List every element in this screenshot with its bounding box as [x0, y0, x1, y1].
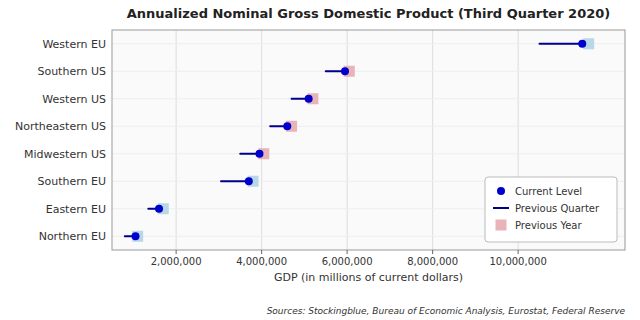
- grid-line: [261, 30, 262, 250]
- category-label: Northeastern US: [15, 120, 106, 133]
- legend-label: Previous Year: [515, 220, 583, 231]
- dot-marker: [283, 122, 291, 130]
- grid-line: [112, 126, 625, 127]
- legend-box: [485, 177, 617, 242]
- dot-marker: [255, 150, 263, 158]
- axis-label: GDP (in millions of current dollars): [274, 271, 463, 284]
- legend-swatch: [496, 220, 507, 231]
- title: Annualized Nominal Gross Domestic Produc…: [127, 6, 611, 21]
- plot-area: [112, 30, 625, 250]
- legend-swatch: [497, 187, 505, 195]
- segment: [221, 180, 249, 182]
- dot-marker: [341, 67, 349, 75]
- legend-label: Previous Quarter: [515, 203, 600, 214]
- category-label: Western US: [42, 93, 106, 106]
- tick-label: 2,000,000: [151, 256, 202, 267]
- grid-line: [432, 30, 433, 250]
- dot-marker: [132, 232, 140, 240]
- category-label: Southern EU: [37, 175, 106, 188]
- grid-line: [112, 98, 625, 99]
- square-marker: [132, 231, 143, 242]
- legend: Current Level Previous Quarter Previous Ye…: [485, 177, 617, 242]
- grid-line: [176, 30, 177, 250]
- dot-marker: [245, 177, 253, 185]
- tick-label: 6,000,000: [322, 256, 373, 267]
- tick-mark: [518, 250, 519, 254]
- tick-mark: [432, 250, 433, 254]
- tick-label: 10,000,000: [489, 256, 546, 267]
- tick-mark: [347, 250, 348, 254]
- grid-line: [112, 71, 625, 72]
- grid-line: [347, 30, 348, 250]
- legend-label: Current Level: [515, 186, 582, 197]
- grid-line: [112, 43, 625, 44]
- category-label: Midwestern US: [24, 148, 106, 161]
- category-label: Eastern EU: [46, 203, 106, 216]
- grid-line: [112, 153, 625, 154]
- annotation: Sources: Stockingblue, Bureau of Economi…: [267, 306, 626, 316]
- legend-swatch: [493, 207, 509, 209]
- dot-marker: [305, 95, 313, 103]
- dot-marker: [155, 205, 163, 213]
- tick-label: 8,000,000: [407, 256, 458, 267]
- category-label: Western EU: [42, 38, 106, 51]
- tick-mark: [176, 250, 177, 254]
- dot-marker: [578, 40, 586, 48]
- tick-label: 4,000,000: [236, 256, 287, 267]
- plot-frame: [112, 30, 625, 250]
- category-label: Northern EU: [39, 230, 106, 243]
- chart: Annualized Nominal Gross Domestic Produc…: [0, 0, 640, 320]
- segment: [540, 43, 583, 45]
- tick-mark: [261, 250, 262, 254]
- category-label: Southern US: [37, 65, 106, 78]
